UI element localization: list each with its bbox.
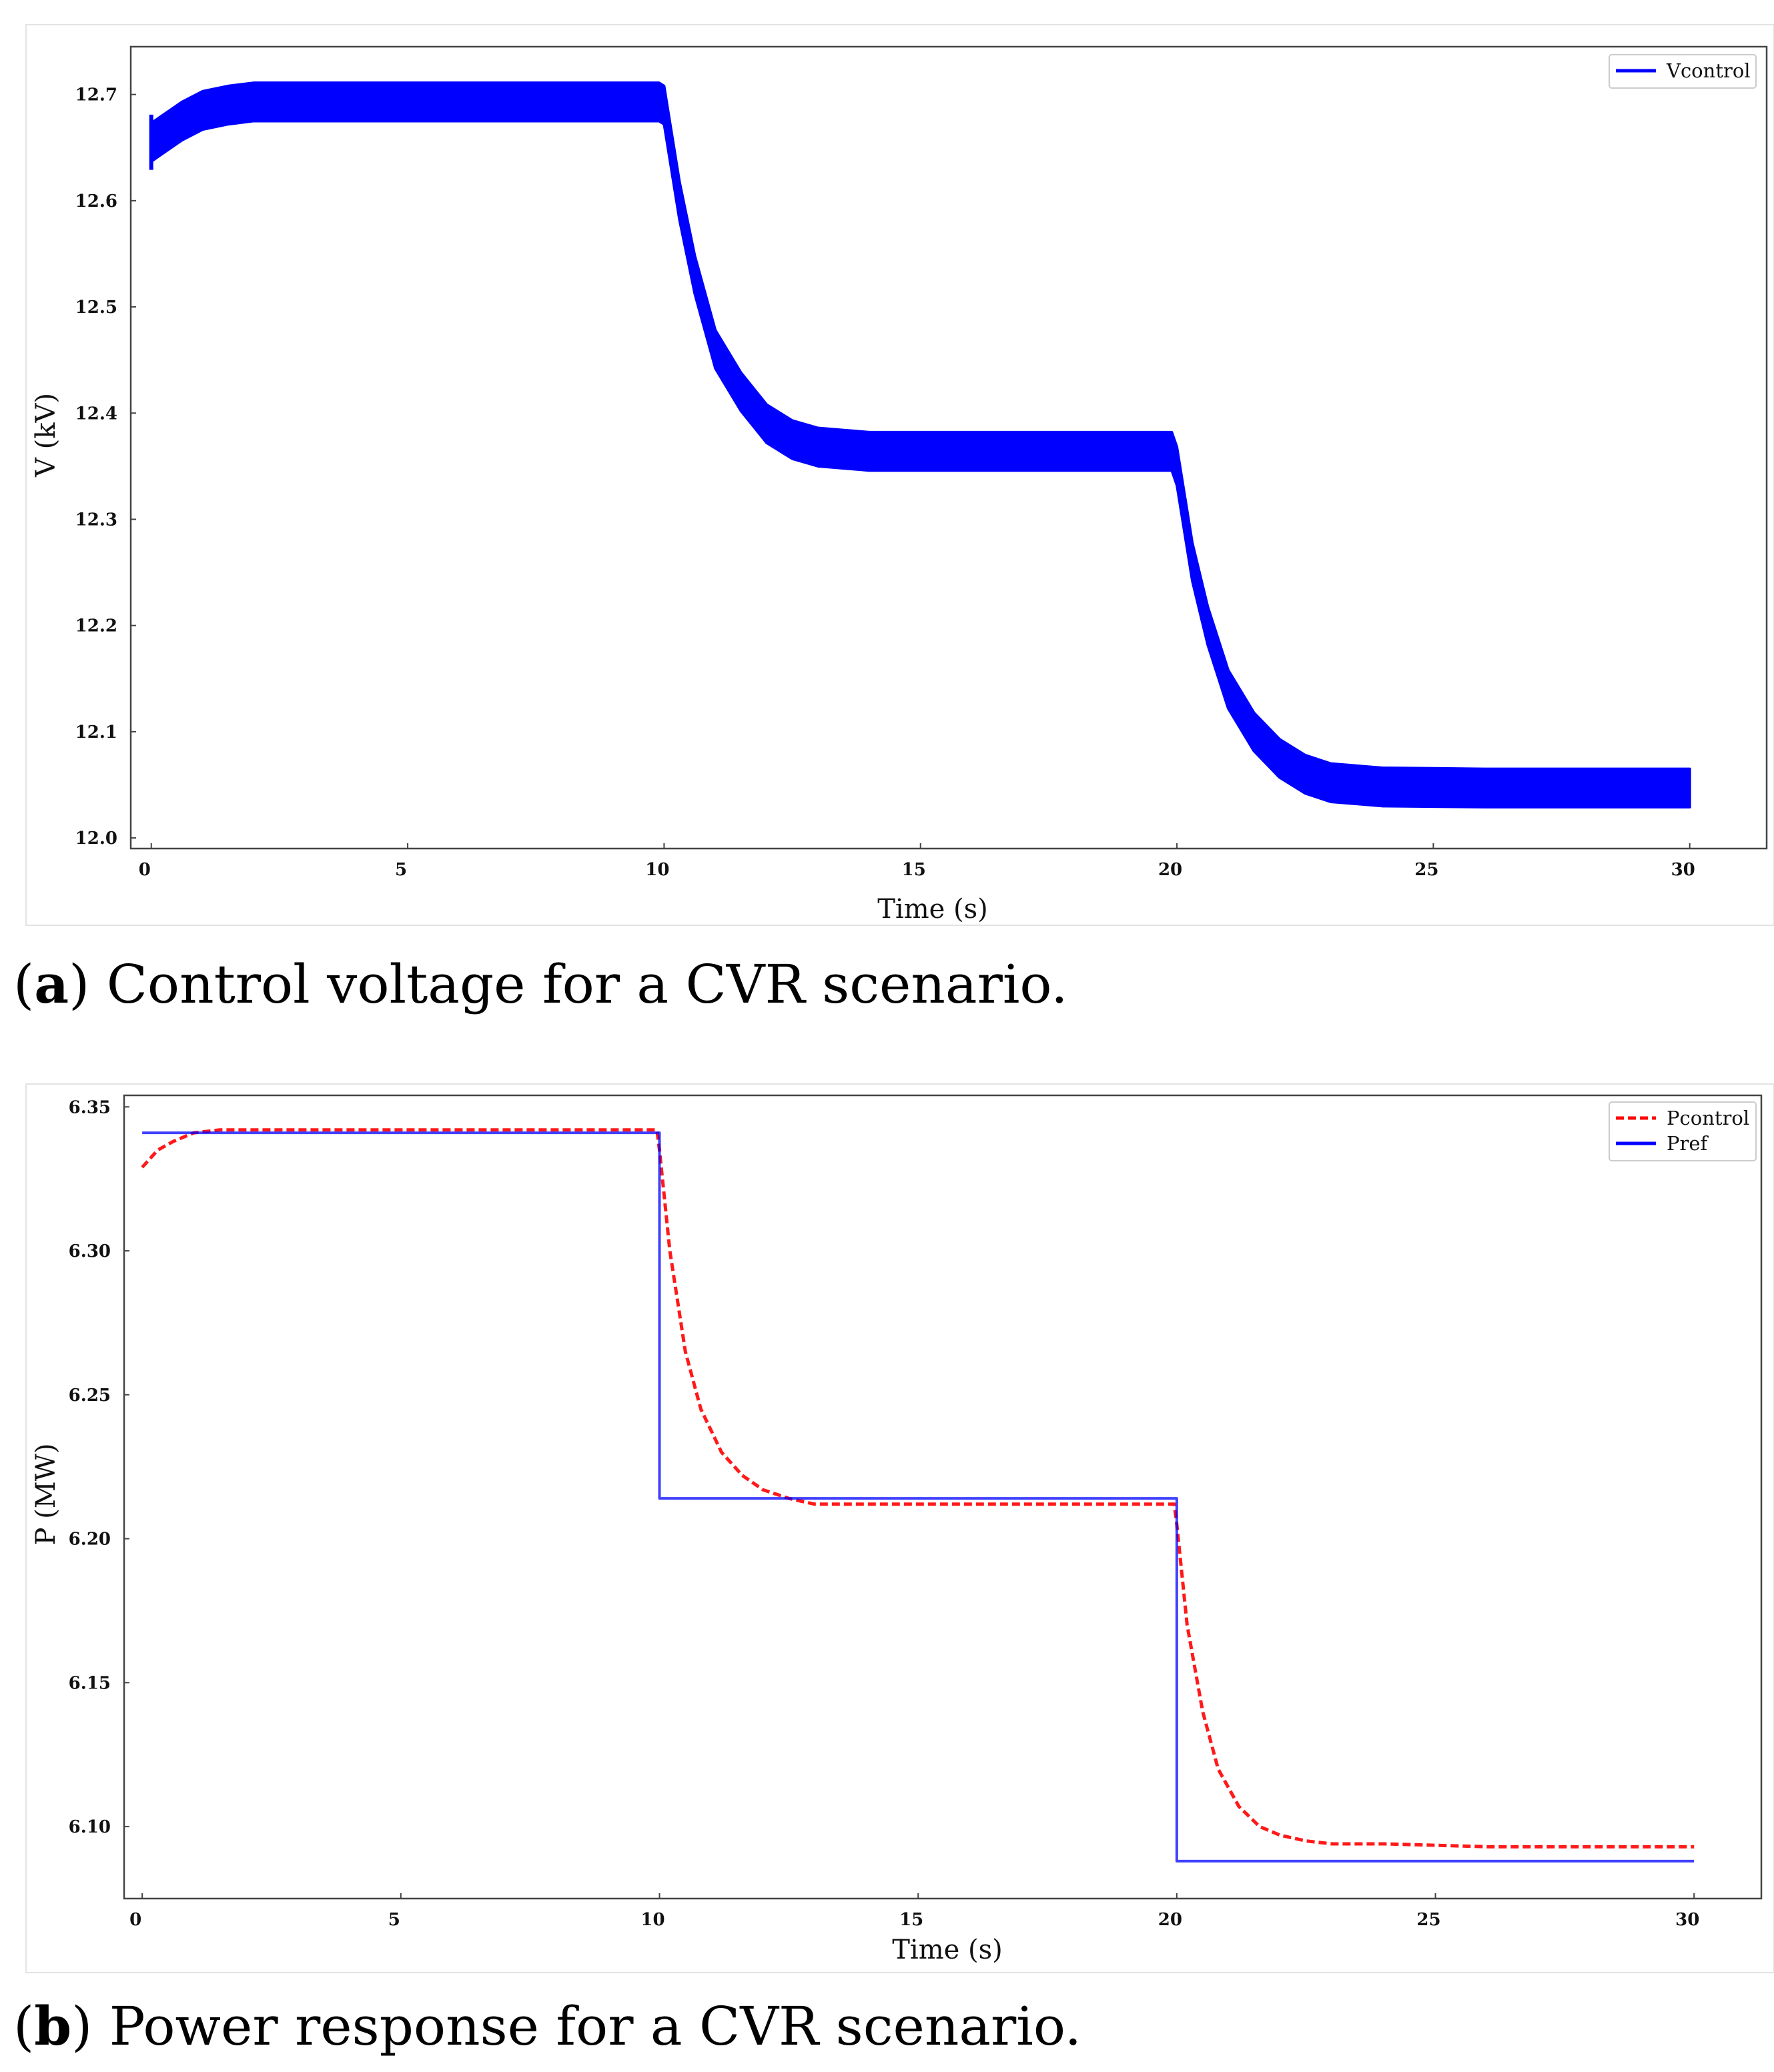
y-tick-label: 12.1 [75,722,117,742]
y-tick-label: 12.7 [75,85,117,105]
y-tick-label: 6.35 [69,1097,111,1117]
x-axis-label: Time (s) [877,894,988,925]
caption-a-text: Control voltage for a CVR scenario. [89,953,1068,1015]
y-tick-label: 12.5 [75,298,117,318]
y-tick-label: 6.30 [69,1241,111,1261]
plot-area-b [123,1094,1763,1900]
caption-b-text: Power response for a CVR scenario. [92,1995,1082,2057]
series-line-pref [142,1131,1695,1863]
caption-a-open-paren: ( [13,953,35,1015]
x-tick-label: 10 [645,860,669,880]
plot-area-a [129,45,1768,850]
y-tick-label: 12.2 [75,616,117,636]
caption-b-letter: b [34,1995,72,2057]
y-tick-label: 6.20 [69,1530,111,1550]
x-tick-label: 20 [1158,860,1182,880]
figure-panel-b: 0 5 10 15 20 25 30 6.10 6.15 6.20 6.25 6.30 6.35 Time… [0,1041,1774,2072]
series-line-vcontrol [149,81,1691,809]
y-tick-label: 12.3 [75,510,117,530]
legend-label-pref: Pref [1667,1132,1709,1155]
voltage-chart: 0 5 10 15 20 25 30 12.0 12.1 12.2 12.3 12.4 12.5 12.6… [31,45,1768,925]
caption-b: (b) Power response for a CVR scenario. [13,1995,1081,2057]
y-tick-label: 6.15 [69,1673,111,1693]
y-axis-label: V (kV) [31,393,61,478]
power-chart: 0 5 10 15 20 25 30 6.10 6.15 6.20 6.25 6.30 6.35 Time… [31,1094,1763,1965]
x-tick-label: 25 [1416,1910,1440,1930]
x-tick-label: 5 [388,1910,400,1930]
x-tick-label: 10 [640,1910,664,1930]
y-axis-label: P (MW) [31,1444,61,1546]
y-tick-label: 12.6 [75,191,117,211]
x-tick-label: 30 [1675,1910,1699,1930]
chart-frame-b [25,1083,1774,1973]
y-tick-label: 12.4 [75,404,117,424]
legend-label-vcontrol: Vcontrol [1666,59,1751,82]
y-tick-label: 12.0 [75,829,117,849]
x-tick-label: 5 [395,860,407,880]
caption-a-close-paren: ) [69,953,90,1015]
x-tick-label: 20 [1158,1910,1182,1930]
caption-a-letter: a [34,953,69,1015]
x-axis-label: Time (s) [892,1935,1003,1965]
caption-b-open-paren: ( [13,1995,35,2057]
caption-b-close-paren: ) [71,1995,93,2057]
x-tick-label: 30 [1671,860,1695,880]
figure-panel-a: 0 5 10 15 20 25 30 12.0 12.1 12.2 12.3 12.4 12.5 12.6… [13,24,1774,1015]
series-line-pcontrol [141,1128,1695,1849]
y-tick-label: 6.10 [69,1817,111,1837]
x-tick-label: 0 [139,860,151,880]
legend-box-a [1609,54,1757,89]
x-tick-label: 15 [902,860,926,880]
x-tick-label: 0 [129,1910,141,1930]
legend-label-pcontrol: Pcontrol [1667,1107,1749,1129]
x-tick-label: 25 [1414,860,1438,880]
y-tick-label: 6.25 [69,1386,111,1406]
x-tick-label: 15 [899,1910,923,1930]
caption-a: (a) Control voltage for a CVR scenario. [13,953,1068,1015]
